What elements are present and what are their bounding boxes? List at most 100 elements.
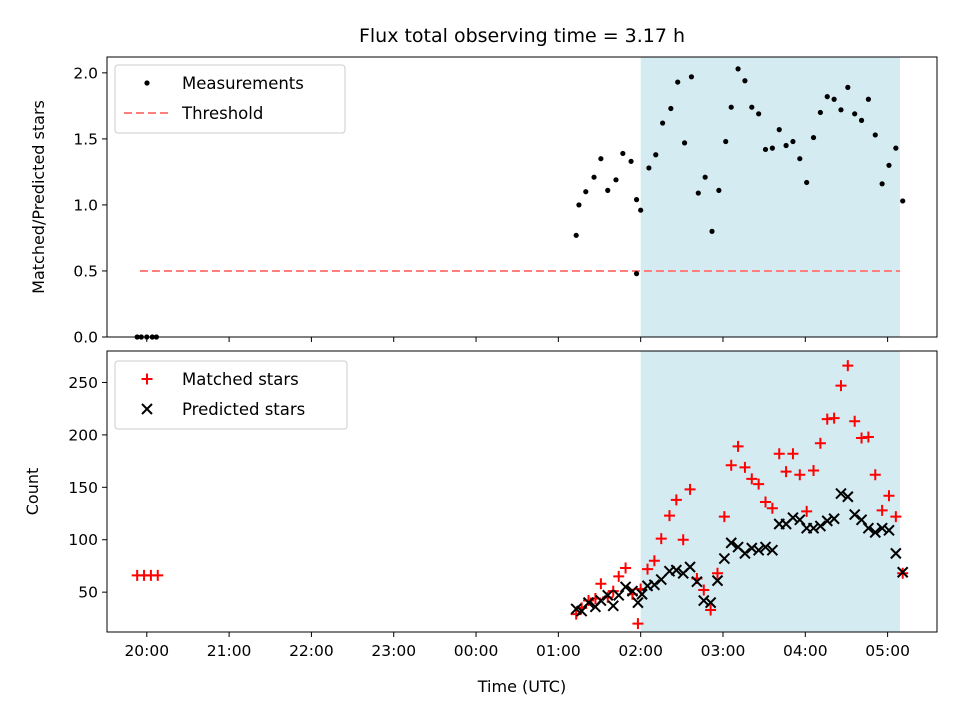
matched-stars-point [814, 437, 826, 449]
measurement-point [817, 109, 823, 116]
measurement-point [810, 134, 817, 141]
measurement-point [576, 202, 582, 208]
measurement-point [688, 74, 695, 80]
flux-ratio-panel: 0.00.51.01.52.0 Matched/Predicted stars … [29, 56, 938, 347]
predicted-stars-point [855, 514, 868, 526]
matched-stars-point [766, 502, 778, 514]
matched-stars-point [787, 448, 799, 460]
figure-title: Flux total observing time = 3.17 h [359, 25, 685, 47]
matched-stars-point [705, 604, 717, 616]
predicted-stars-point [848, 508, 861, 521]
measurement-point [872, 132, 878, 138]
matched-stars-point [821, 413, 833, 425]
predicted-stars-point [787, 512, 799, 524]
measurement-point [893, 145, 899, 151]
measurement-point [886, 162, 892, 168]
y-tick-label: 0.0 [73, 329, 98, 347]
measurement-point [742, 78, 748, 84]
measurement-point [728, 104, 734, 110]
x-tick-label: 01:00 [536, 642, 581, 660]
predicted-stars-point [613, 589, 625, 602]
flux-ratio-frame [106, 56, 938, 338]
matched-stars-point [725, 459, 737, 471]
predicted-stars-point [607, 600, 619, 612]
matched-stars-point [642, 563, 654, 575]
measurement-point [613, 177, 619, 183]
matched-stars-point [760, 496, 772, 508]
predicted-stars-point [835, 487, 847, 500]
predicted-stars-point [636, 588, 648, 600]
measurement-point [723, 138, 729, 145]
measurement-point [804, 179, 810, 186]
predicted-stars-point [725, 537, 737, 549]
measurement-point [695, 190, 701, 196]
measurement-point [776, 127, 782, 133]
measurement-point [845, 84, 851, 90]
measurement-point [573, 232, 579, 238]
matched-stars-point [583, 595, 595, 607]
y-tick-label: 150 [68, 479, 98, 497]
predicted-stars-point [704, 596, 717, 609]
measurement-point [900, 198, 906, 204]
measurement-point [797, 156, 803, 162]
x-tick-label: 02:00 [618, 642, 663, 660]
star-count-x-axis: 20:00 21:00 22:00 23:00 00:00 01:00 02:00 03:00… [124, 632, 910, 660]
measurement-point [762, 146, 769, 153]
predicted-stars-point [602, 589, 614, 602]
predicted-stars-point [883, 524, 895, 537]
measurement-point [879, 181, 885, 187]
matched-stars-point [862, 431, 874, 443]
matched-stars-point [613, 570, 625, 582]
x-tick-label: 20:00 [124, 642, 169, 660]
matched-stars-point [718, 511, 730, 523]
measurement-point [790, 138, 796, 145]
measurement-point [668, 105, 674, 112]
predicted-stars-point [739, 547, 751, 560]
matched-stars-point [753, 478, 765, 490]
matched-stars-point [632, 618, 644, 630]
matched-stars-point [828, 412, 840, 424]
matched-stars-point [808, 465, 820, 477]
observing-window-span [640, 351, 900, 632]
predicted-stars-point [746, 542, 758, 554]
measurement-point [769, 145, 775, 151]
matched-stars-point [152, 569, 164, 581]
matched-stars-point [842, 360, 854, 372]
y-tick-label: 50 [78, 584, 98, 602]
x-tick-label: 05:00 [865, 642, 910, 660]
legend-marker-matched [141, 373, 153, 385]
measurement-point [681, 140, 688, 146]
measurement-point [605, 187, 611, 193]
measurement-point [824, 94, 830, 100]
measurement-point [583, 189, 589, 195]
measurement-point [628, 158, 634, 164]
legend-box [114, 64, 346, 134]
predicted-stars-point [619, 581, 632, 593]
matched-stars-point [780, 466, 792, 478]
predicted-stars-point [821, 515, 833, 527]
predicted-stars-point [711, 574, 724, 587]
predicted-stars-point [869, 526, 881, 539]
matched-stars-point [746, 473, 758, 485]
matched-stars-point [876, 504, 888, 516]
matched-stars-point [869, 469, 881, 481]
matched-stars-point [711, 567, 723, 579]
predicted-stars-point [759, 541, 772, 553]
star-count-y-axis-label: Count [23, 468, 42, 516]
y-tick-label: 100 [68, 531, 98, 549]
predicted-stars-point [698, 594, 710, 607]
predicted-stars-point [752, 544, 765, 556]
predicted-stars-point [842, 491, 854, 503]
legend-marker-predicted [141, 403, 153, 415]
measurement-point [646, 165, 652, 171]
legend-label: Threshold [181, 104, 263, 123]
predicted-stars-point [718, 552, 731, 565]
predicted-stars-point [814, 520, 827, 532]
legend-label: Predicted stars [182, 400, 305, 419]
flux-ratio-legend: Measurements Threshold [114, 64, 346, 134]
star-count-legend: Matched stars Predicted stars [114, 360, 348, 430]
matched-stars-point [835, 380, 847, 392]
predicted-stars-point [890, 547, 902, 560]
measurement-point [709, 228, 715, 234]
